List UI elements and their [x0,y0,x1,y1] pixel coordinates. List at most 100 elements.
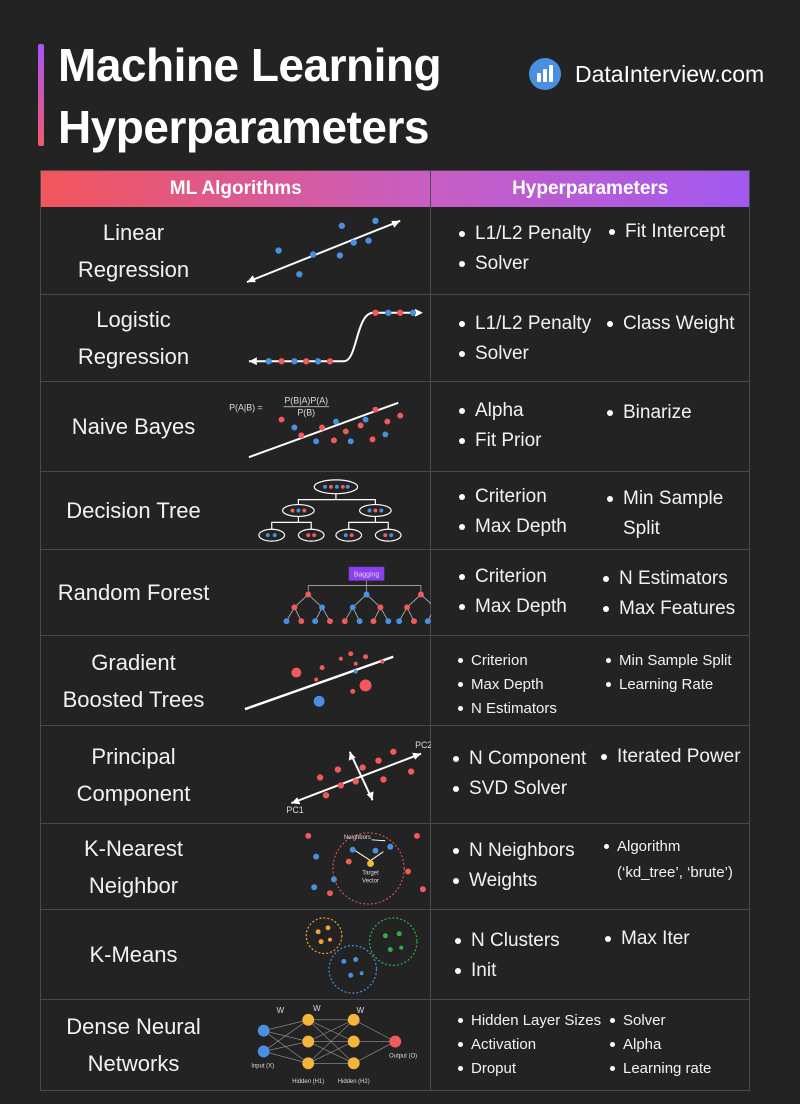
network-edge [263,1030,309,1042]
page-title: Machine Learning Hyperparameters [58,34,442,158]
tree-node [327,618,333,625]
tree-node [363,591,370,598]
hyperparameter-item: N Component [449,748,586,770]
tree-node [370,618,377,625]
hyperparameter-item: N Estimators [599,568,728,590]
algorithm-name: Logistic Regression [77,307,190,369]
tree-node [283,618,290,625]
hyperparameter-item: N Clusters [451,930,560,952]
title-line-1: Machine Learning [58,39,442,91]
weight-label: W [277,1006,285,1015]
table-row: K-Means N Clusters Max Iter Init [41,910,749,1000]
algorithm-name: Naive Bayes [71,414,196,439]
hyperparameter-item: L1/L2 Penalty [455,223,591,245]
algorithm-name: Principal Component [76,743,191,806]
hyperparameter-item: Hidden Layer Sizes [455,1012,601,1029]
hyperparameter-item: Criterion [455,652,528,669]
hyperparameter-item: Fit Prior [455,430,542,452]
tree-node [305,591,312,598]
formula-denominator: P(B) [297,408,315,418]
formula-numerator: P(B|A)P(A) [284,396,328,406]
table-header: ML Algorithms Hyperparameters [41,171,749,207]
output-label: Output (O) [389,1053,417,1059]
network-edge [353,1019,396,1042]
tree-node [291,604,298,611]
algorithm-name: Gradient Boosted Trees [62,649,205,712]
k-nearest-neighbor-diagram: Neighbors Target Vector [305,832,426,905]
tree-node [411,618,417,625]
network-edge [308,1041,354,1064]
hyperparameter-item: Max Depth [455,676,544,693]
network-edge [353,1041,396,1064]
hyperparameter-item: Activation [455,1036,536,1053]
hyperparameter-item: Min Sample [603,488,723,510]
tree-node [341,618,348,625]
tree-branch [352,594,367,608]
gradient-boosted-trees-diagram [244,651,394,711]
hyperparameter-item: Solver [455,343,529,365]
tree-branch [406,594,422,608]
tree-node [396,618,403,625]
tree-node [298,618,305,625]
tree-node [417,591,424,598]
table-row: Random Forest Bagging Criterion N Estima… [41,550,749,636]
target-label: Target [362,870,379,876]
weight-label: W [313,1004,321,1013]
table-row: Decision Tree [41,472,749,550]
hyperparameter-item: Alpha [455,400,524,422]
hidden1-label: Hidden (H1) [292,1079,324,1085]
tree-node [404,604,411,611]
hyperparameter-item: Class Weight [603,313,735,335]
brand-text: DataInterview.com [575,60,765,87]
input-label: Input (X) [251,1063,274,1069]
random-forest-diagram: Bagging [283,566,431,625]
hyperparameter-item: Max Features [599,598,735,620]
tree-node [319,604,326,611]
hyperparameter-item-continued: Split [623,518,660,539]
linear-regression-diagram [246,217,401,284]
hyperparameter-item: N Neighbors [449,840,575,862]
hyperparameter-item: Criterion [455,486,547,508]
hyperparameter-item: Max Iter [601,928,690,950]
hyperparameter-item: Fit Intercept [605,221,725,243]
network-edge [308,1019,354,1064]
table-row: Principal Component PC2 PC1 N Componen [41,726,749,824]
table-row: Linear Regression L1/L2 Penalty Fit Inte… [41,207,749,295]
table-row: Logistic Regression L1/L2 Penalty Class … [41,295,749,382]
tree-node [424,618,431,625]
hyperparameter-item: N Estimators [455,700,557,717]
table-row: K-Nearest Neighbor Neighbors Target Vect… [41,824,749,910]
hyperparameter-item: Learning Rate [603,676,713,693]
network-edge [263,1019,309,1052]
tree-branch [420,594,431,605]
weight-label: W [357,1006,365,1015]
algorithm-name: Decision Tree [66,498,201,523]
hyperparameter-item: L1/L2 Penalty [455,313,591,335]
header-hyperparameters: Hyperparameters [431,171,749,207]
k-means-diagram [305,917,418,994]
algorithm-name: Linear Regression [77,219,190,282]
pc2-label: PC2 [415,740,431,750]
hyperparameter-item: SVD Solver [449,778,567,800]
tree-node [349,604,356,611]
formula-lhs: P(A|B) = [229,403,263,413]
hidden2-label: Hidden (H2) [338,1079,370,1085]
hyperparameter-item: Min Sample Split [603,652,732,669]
bar-chart-logo-icon [529,58,561,90]
header-ml-algorithms: ML Algorithms [41,171,432,207]
tree-branch [366,594,381,608]
hyperparameter-item: Solver [455,253,529,275]
tree-branch [294,594,309,608]
hyperparameter-item: Droput [455,1060,516,1077]
algorithm-name: K-Nearest Neighbor [83,835,184,898]
network-edge [263,1030,309,1064]
table-row: Naive Bayes P(A|B) = P(B|A)P(A) P(B) [41,382,749,472]
tree-node [377,604,384,611]
tree-group [283,591,431,625]
bagging-label: Bagging [354,572,380,579]
title-accent-bar [38,44,44,146]
pc1-label: PC1 [286,805,303,815]
hyperparameter-item: Learning rate [607,1060,711,1077]
tree-node [312,618,319,625]
hyperparameter-item: Alpha [607,1036,661,1053]
